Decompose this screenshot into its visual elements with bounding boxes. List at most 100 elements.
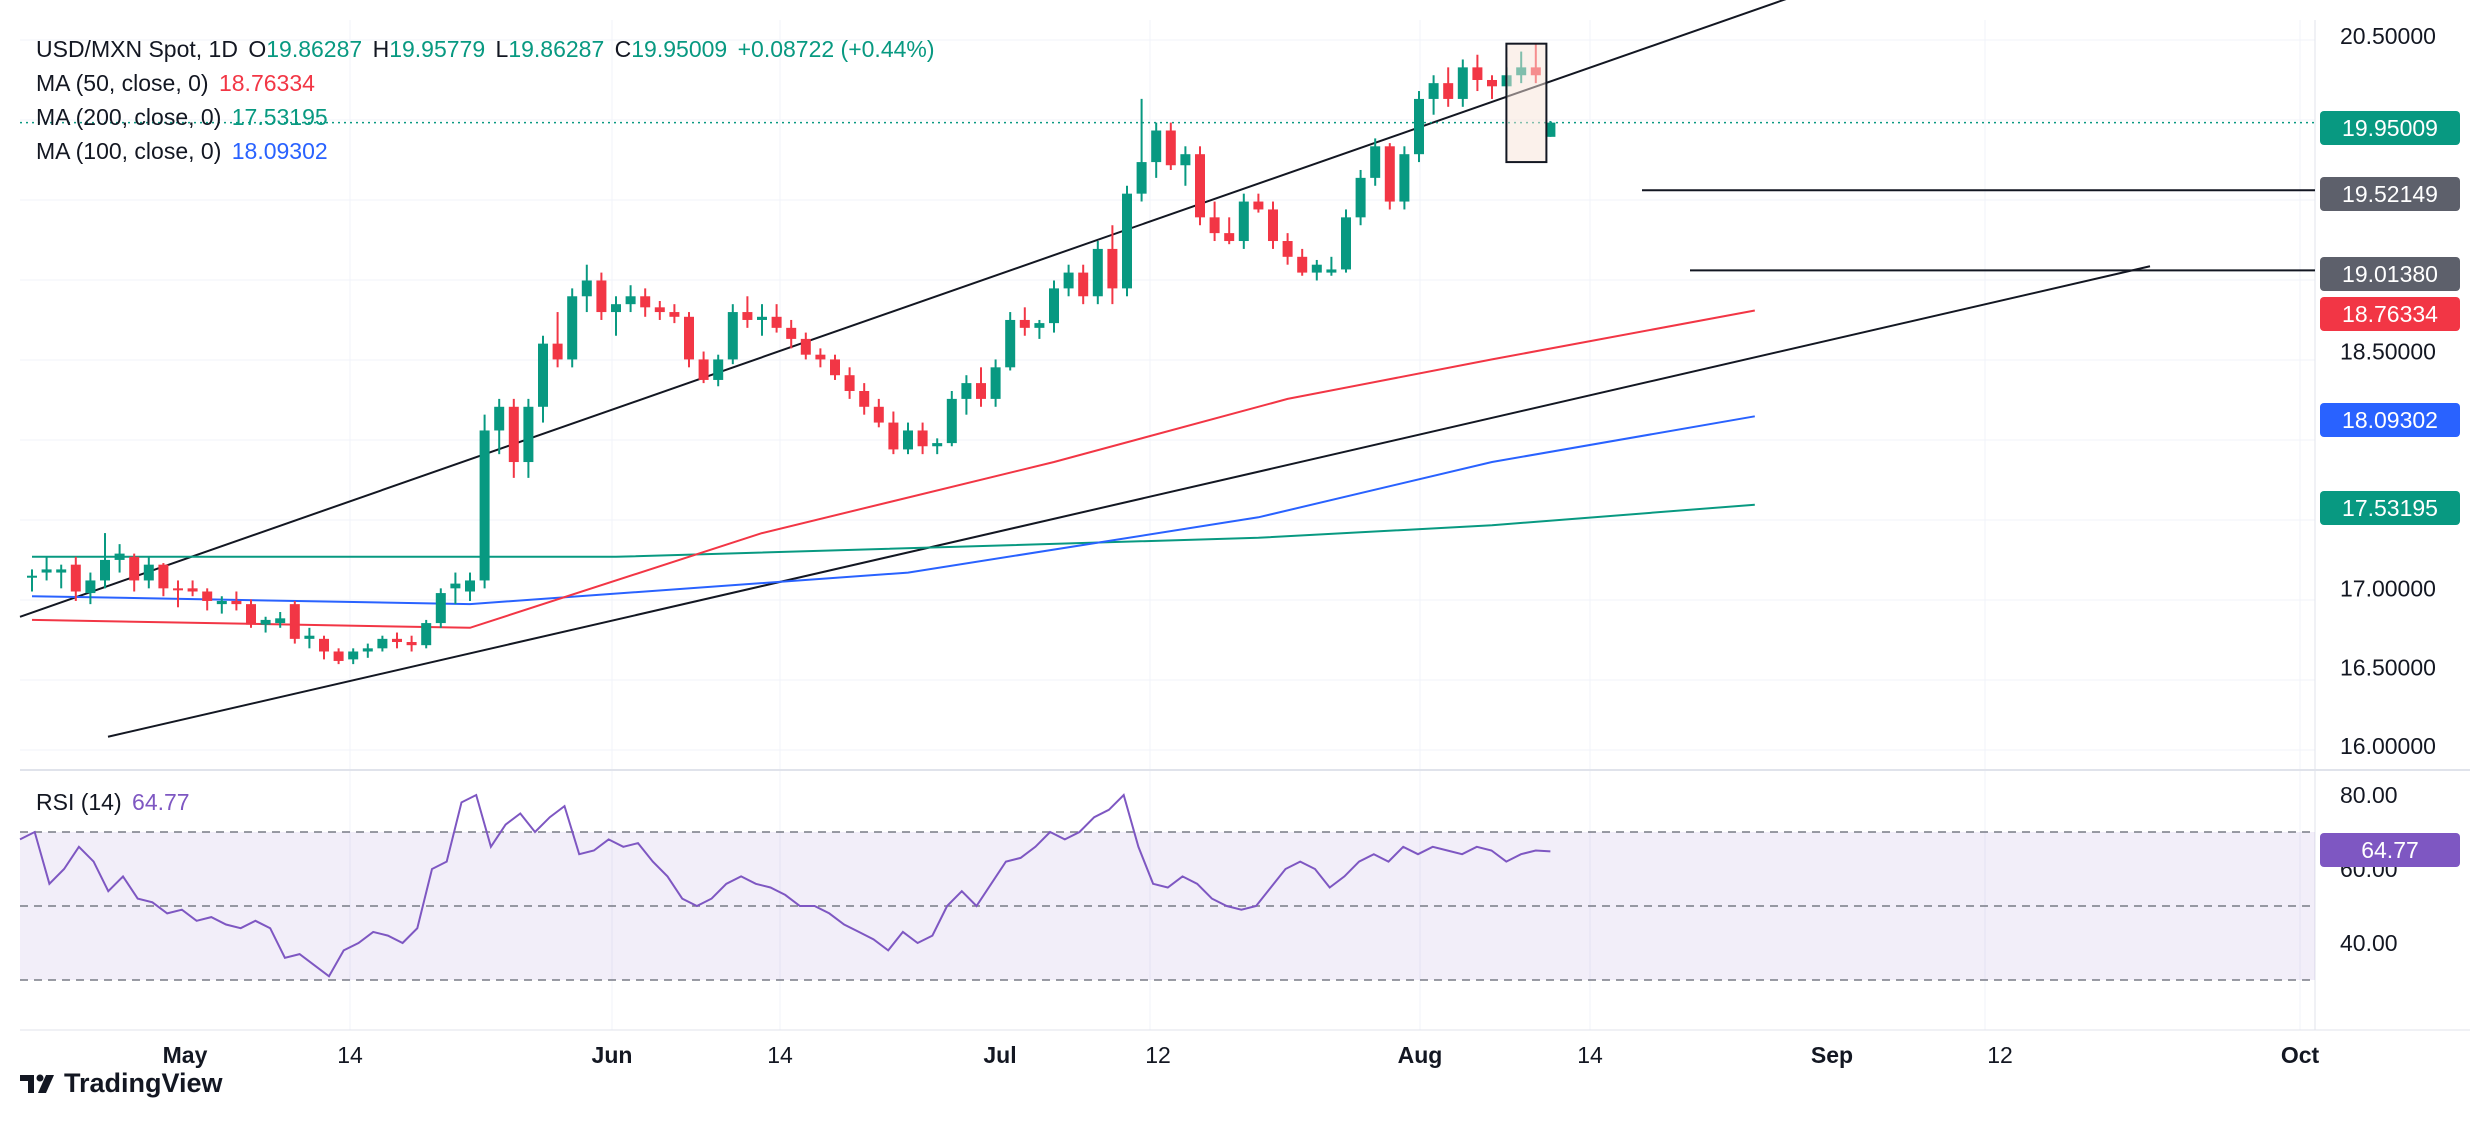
candle-87 [1297,248,1308,276]
candle-62 [932,438,943,455]
candles [27,42,1556,665]
candle-74 [1107,225,1118,305]
time-tick-5: 12 [1145,1042,1171,1068]
candle-75 [1122,185,1132,297]
candle-body-26 [406,642,417,646]
grid-lines [20,20,2470,1031]
candle-28 [435,588,446,628]
candle-body-5 [100,559,110,581]
candle-64 [961,375,972,415]
candle-98 [1457,59,1468,107]
candle-95 [1414,91,1424,163]
candle-16 [260,616,271,633]
candle-body-87 [1297,256,1308,273]
candle-body-100 [1487,79,1497,87]
candle-72 [1078,264,1089,305]
candle-body-63 [946,398,957,444]
open-label: O [248,36,267,62]
candle-body-39 [596,280,607,313]
rsi-legend[interactable]: RSI (14) 64.77 [36,789,194,816]
horizontal-levels [20,121,2315,272]
candle-93 [1384,143,1395,210]
ma200-value: 17.53195 [231,104,328,130]
candle-37 [567,288,578,368]
candle-32 [494,398,505,455]
candle-53 [800,332,811,360]
candle-body-47 [713,359,724,380]
ma100-legend[interactable]: MA (100, close, 0) 18.09302 [36,138,332,165]
candle-92 [1370,138,1381,186]
candle-90 [1341,209,1351,273]
tag-ma100: 18.09302 [2320,403,2460,437]
tradingview-logo[interactable]: TradingView [20,1068,223,1099]
low-label: L [495,36,509,62]
candle-body-78 [1165,130,1176,166]
candle-33 [508,398,519,478]
candle-body-12 [202,591,213,601]
ma200-legend[interactable]: MA (200, close, 0) 17.53195 [36,104,332,131]
candle-body-66 [990,367,1001,399]
candle-6 [114,544,125,573]
candle-42 [640,288,651,317]
candle-body-54 [815,354,826,360]
tag-ma50: 18.76334 [2320,297,2460,331]
candle-body-69 [1034,323,1045,328]
candle-79 [1180,146,1191,186]
channel-lower [107,265,2151,738]
candle-7 [129,553,140,592]
candle-body-93 [1384,146,1395,202]
candle-body-34 [523,406,534,463]
candle-71 [1063,264,1074,297]
candle-31 [479,414,490,589]
candle-76 [1136,98,1147,202]
candle-body-24 [377,638,388,649]
time-tick-4: Jul [983,1042,1016,1068]
candle-20 [319,635,329,660]
time-tick-0: May [163,1042,208,1068]
candle-77 [1151,122,1162,178]
change-value: +0.08722 (+0.44%) [737,36,935,62]
candle-body-65 [976,383,986,399]
candle-84 [1253,193,1264,213]
rsi-tick-0: 80.00 [2340,782,2398,808]
candle-body-98 [1457,67,1468,99]
price-tick-1: 18.50000 [2340,339,2436,365]
candle-67 [1005,312,1016,371]
candle-body-15 [246,604,256,625]
candle-60 [903,422,913,455]
ma50-legend[interactable]: MA (50, close, 0) 18.76334 [36,70,319,97]
candle-body-91 [1355,177,1366,218]
tag-last-price: 19.95009 [2320,111,2460,145]
moving-averages [31,309,1755,629]
candle-80 [1195,146,1205,226]
ma50-label: MA (50, close, 0) [36,70,209,96]
candle-91 [1355,169,1366,226]
candle-body-17 [275,618,286,624]
candle-22 [348,648,359,665]
time-tick-9: 12 [1987,1042,2013,1068]
tag-rsi: 64.77 [2320,833,2460,867]
candle-97 [1443,67,1454,107]
candle-48 [727,304,738,365]
candle-body-70 [1049,288,1059,324]
candle-body-25 [392,638,402,643]
candle-96 [1428,75,1439,115]
low-value: 19.86287 [508,36,605,62]
candle-29 [450,572,461,605]
ma50-value: 18.76334 [218,70,315,96]
candle-body-38 [581,280,592,297]
ma50-line [31,309,1755,629]
candle-body-88 [1311,264,1322,273]
candle-56 [844,367,855,399]
candle-54 [815,348,826,368]
candle-body-49 [742,312,753,320]
candle-41 [625,285,636,313]
candle-82 [1224,217,1235,245]
candle-30 [465,572,475,601]
candle-78 [1165,122,1176,170]
candle-body-40 [611,304,621,313]
price-tick-3: 16.50000 [2340,654,2436,680]
candle-43 [654,301,665,320]
candle-body-22 [348,651,359,660]
candle-body-27 [421,623,432,646]
